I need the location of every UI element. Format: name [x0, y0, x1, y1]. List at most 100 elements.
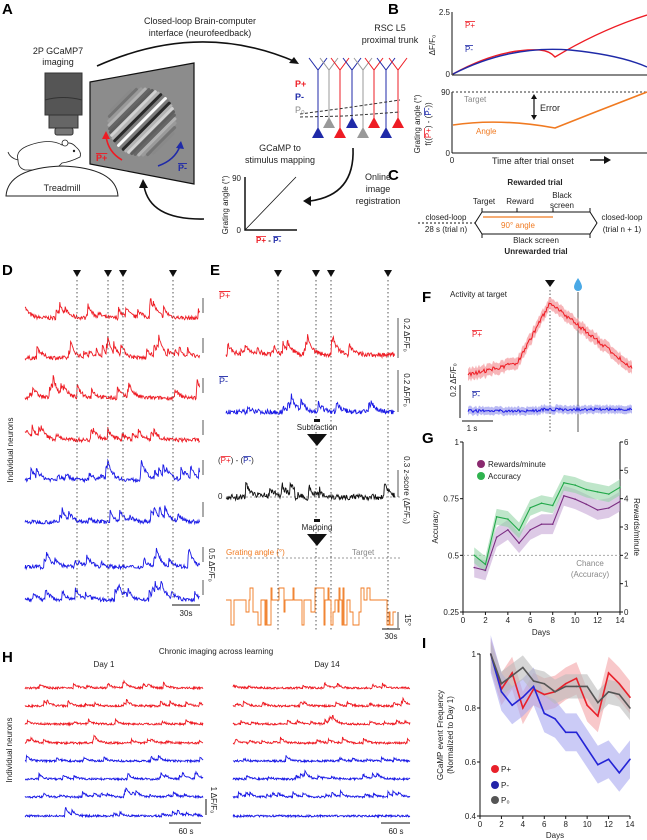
data-point: [554, 691, 556, 693]
neuron-soma: [380, 127, 392, 138]
mapping-x-minus: P-: [273, 236, 281, 245]
neuron-tuft: [376, 57, 396, 71]
data-point: [473, 566, 476, 569]
grating-stripe: [151, 131, 175, 155]
data-point: [522, 696, 524, 698]
data-point: [575, 731, 578, 734]
x-tick-label: 0: [461, 616, 466, 625]
y-tick-label: 1: [472, 650, 477, 659]
e-subtraction-arrow-icon: [307, 434, 327, 446]
target-arrowhead-icon: [327, 270, 335, 277]
h-day14-trace: [232, 769, 411, 782]
mapping-xlabel: P+ - P-: [256, 236, 281, 245]
data-point: [575, 677, 578, 680]
grating-stripe: [117, 97, 167, 147]
loop-title-line2: interface (neurofeedback): [149, 28, 252, 38]
i-legend-p-plus-marker: [491, 765, 499, 773]
arrow-p-plus-label: P+: [96, 153, 107, 163]
data-point: [529, 529, 532, 531]
h-scale-x-day1: 60 s: [178, 827, 193, 836]
neuron-soma: [323, 117, 335, 128]
y-tick-label: 1: [455, 438, 460, 447]
f-p-plus-label: P+: [472, 330, 482, 339]
g-chance-label-line2: (Accuracy): [571, 570, 610, 579]
data-point: [586, 747, 588, 750]
y-tick-label: 0.5: [448, 551, 460, 560]
rsc-label-line1: RSC L5: [374, 23, 406, 33]
x-tick-label: 2: [483, 616, 488, 625]
c-angle-label: 90° angle: [501, 221, 535, 230]
grating-stripe: [110, 90, 157, 137]
d-trace-group: [24, 270, 204, 603]
h-day14-trace: [232, 696, 411, 709]
b-p-plus-curve: [452, 14, 647, 75]
i-legend-p-zero-marker: [491, 796, 499, 804]
b-top-y-max: 2.5: [439, 8, 451, 17]
neuron-soma: [392, 117, 404, 128]
f-p-minus-trace: [467, 406, 633, 414]
data-point: [489, 653, 492, 655]
e-scale-time: 30s: [385, 632, 398, 641]
neuron-tuft: [342, 57, 362, 71]
c-rewarded-label: Rewarded trial: [507, 178, 562, 187]
p-plus-arrowhead-icon: [102, 131, 110, 139]
data-point: [575, 685, 578, 688]
registration-line1: Online: [365, 172, 391, 182]
b-error-label: Error: [540, 103, 560, 113]
h-day14-label: Day 14: [314, 660, 340, 669]
imaging-plane-line: [299, 111, 401, 118]
grating-stripe: [113, 93, 163, 143]
d-ylabel: Individual neurons: [6, 418, 15, 483]
data-point: [607, 758, 610, 761]
h-day1-trace: [24, 698, 204, 709]
treadmill-label: Treadmill: [44, 183, 81, 193]
panel-h-chronic-imaging: Chronic imaging across learning Day 1 Da…: [5, 647, 411, 836]
g-legend-accuracy: Accuracy: [488, 472, 521, 481]
feedback-arrow-curve: [143, 185, 205, 220]
neuron-trace: [24, 547, 201, 571]
series-line: [473, 482, 621, 566]
neuron-trace: [24, 375, 201, 402]
data-point: [507, 518, 509, 520]
data-point: [597, 715, 599, 717]
b-p-minus-curve: [452, 48, 647, 75]
grating-stripe: [107, 87, 138, 118]
neuron-tuft: [388, 57, 408, 71]
h-day1-trace: [24, 717, 204, 727]
x-tick-label: 12: [593, 616, 602, 625]
e-p-plus-label: P+: [219, 291, 230, 301]
data-point: [629, 707, 631, 709]
mapping-y-top: 90: [232, 174, 241, 183]
e-grating-angle-label: Grating angle (°): [226, 548, 285, 557]
panel-i-chart: 0 2 4 6 8 10 12 14 0.4 0.6 0.8 1 Days GCaMP event F…: [436, 635, 635, 840]
c-unrewarded-label: Unrewarded trial: [504, 247, 567, 256]
series-line: [489, 653, 631, 718]
grating-stripe: [109, 89, 133, 113]
y-right-tick-label: 2: [624, 551, 629, 560]
b-error-arrowhead-down-icon: [531, 115, 537, 120]
data-point: [618, 693, 621, 696]
h-day14-trace: [232, 714, 411, 727]
h-trace-group: [24, 679, 411, 819]
data-point: [629, 758, 631, 761]
data-point: [522, 707, 524, 709]
data-point: [484, 563, 487, 566]
neuron-trace: [24, 505, 201, 526]
g-legend-accuracy-marker: [477, 472, 485, 480]
e-diff-part: ) - (: [231, 456, 244, 465]
neuron-trace: [24, 580, 200, 603]
i-legend-p-minus: P-: [501, 781, 509, 790]
e-grating-angle-trace: [226, 587, 396, 626]
grating-stripe: [141, 121, 177, 157]
b-error-arrowhead-up-icon: [531, 94, 537, 99]
c-target-label: Target: [473, 197, 496, 206]
series-line: [489, 653, 631, 709]
g-ylabel-right: Rewards/minute: [632, 498, 641, 556]
panel-label-c: C: [388, 167, 399, 184]
b-ylabel2-minus: P-: [424, 107, 433, 115]
d-scale-x-label: 30s: [180, 609, 193, 618]
e-p-minus-trace: [225, 393, 395, 416]
grating-stripe: [108, 88, 151, 131]
panel-labels: A B C D E F G H I: [2, 1, 434, 666]
